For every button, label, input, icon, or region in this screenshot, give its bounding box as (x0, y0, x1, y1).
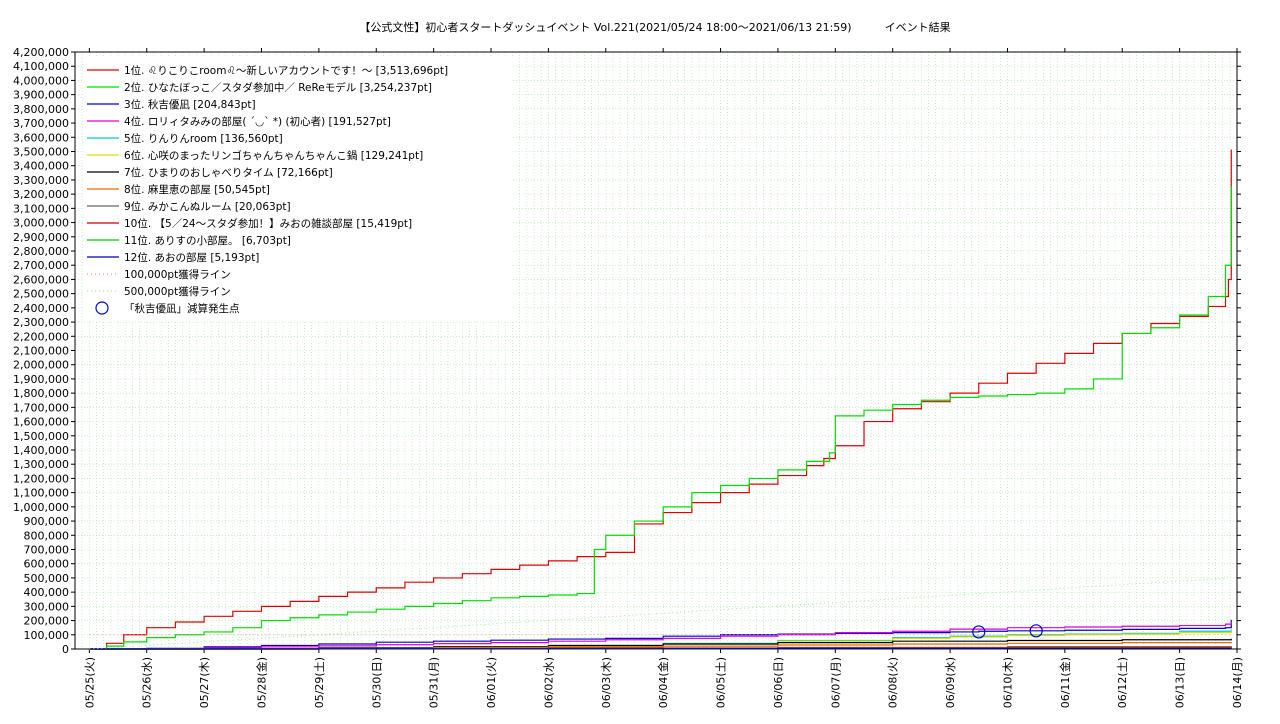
y-tick-label: 900,000 (24, 515, 70, 528)
y-tick-label: 2,300,000 (13, 316, 69, 329)
y-tick-label: 3,700,000 (13, 117, 69, 130)
series-line-2 (89, 186, 1232, 650)
y-tick-label: 4,200,000 (13, 46, 69, 59)
x-tick-label: 05/25(火) (83, 657, 96, 708)
legend-label: 12位. あおの部屋 [5,193pt] (124, 251, 259, 264)
y-tick-label: 3,300,000 (13, 174, 69, 187)
y-tick-label: 800,000 (24, 529, 70, 542)
y-tick-label: 1,900,000 (13, 373, 69, 386)
x-tick-label: 05/26(水) (141, 657, 154, 708)
x-tick-label: 06/10(木) (1001, 657, 1014, 708)
y-tick-label: 1,800,000 (13, 387, 69, 400)
series-line-4 (89, 621, 1232, 650)
y-tick-label: 600,000 (24, 558, 70, 571)
y-tick-label: 3,400,000 (13, 160, 69, 173)
x-tick-label: 05/28(金) (254, 657, 268, 708)
y-tick-label: 2,000,000 (13, 359, 69, 372)
y-tick-label: 2,600,000 (13, 273, 69, 286)
y-tick-label: 1,000,000 (13, 501, 69, 514)
legend-label: 「秋吉優凪」減算発生点 (124, 302, 240, 315)
legend-label: 1位. ♌りこりこroom♌〜新しいアカウントです！〜 [3,513,696pt… (124, 64, 448, 77)
legend-label: 4位. ロリィタみみの部屋( ´◡` *) (初心者) [191,527pt] (124, 115, 391, 128)
y-tick-label: 500,000 (24, 572, 70, 585)
y-tick-label: 2,800,000 (13, 245, 69, 258)
x-tick-label: 06/14(月) (1231, 657, 1244, 708)
legend-label: 9位. みかこんぬルーム [20,063pt] (124, 200, 291, 213)
x-tick-label: 06/02(水) (542, 657, 555, 708)
legend-box (83, 58, 513, 321)
y-tick-label: 1,700,000 (13, 401, 69, 414)
legend-label: 7位. ひまりのおしゃべりタイム [72,166pt] (124, 166, 333, 179)
x-tick-label: 06/05(土) (715, 657, 728, 708)
y-tick-label: 200,000 (24, 615, 70, 628)
x-tick-label: 06/03(木) (600, 657, 613, 708)
y-tick-label: 3,600,000 (13, 131, 69, 144)
y-tick-label: 2,900,000 (13, 231, 69, 244)
y-tick-label: 2,200,000 (13, 330, 69, 343)
y-tick-label: 0 (62, 643, 69, 656)
x-tick-label: 05/27(木) (198, 657, 211, 708)
y-tick-label: 1,200,000 (13, 472, 69, 485)
legend-label: 500,000pt獲得ライン (124, 285, 231, 298)
y-tick-label: 3,800,000 (13, 103, 69, 116)
x-tick-label: 06/04(金) (656, 657, 670, 708)
y-tick-label: 3,000,000 (13, 217, 69, 230)
legend-label: 5位. りんりんroom [136,560pt] (124, 132, 283, 145)
legend-label: 10位. 【5／24〜スタダ参加！】みおの雑談部屋 [15,419pt] (124, 217, 412, 230)
y-tick-label: 1,300,000 (13, 458, 69, 471)
x-tick-label: 06/09(水) (944, 657, 957, 708)
chart-title: 【公式文性】初心者スタートダッシュイベント Vol.221(2021/05/24… (359, 20, 950, 34)
series-line-3 (89, 619, 1232, 650)
x-tick-label: 06/06(日) (772, 657, 785, 708)
x-tick-label: 05/31(月) (428, 657, 441, 708)
y-tick-label: 3,900,000 (13, 89, 69, 102)
adjustment-marker (972, 625, 986, 639)
legend-label: 6位. 心咲のまったリンゴちゃんちゃんちゃんこ鍋 [129,241pt] (124, 149, 423, 162)
y-tick-label: 1,400,000 (13, 444, 69, 457)
adjustment-marker (1029, 624, 1043, 638)
y-tick-label: 2,500,000 (13, 288, 69, 301)
x-tick-label: 06/11(金) (1058, 657, 1072, 708)
y-tick-label: 2,100,000 (13, 345, 69, 358)
y-tick-label: 3,500,000 (13, 146, 69, 159)
x-tick-label: 06/07(月) (829, 657, 842, 708)
legend-marker (95, 301, 109, 315)
x-tick-label: 06/01(火) (485, 657, 498, 708)
y-tick-label: 2,400,000 (13, 302, 69, 315)
y-tick-label: 3,200,000 (13, 188, 69, 201)
y-tick-label: 4,100,000 (13, 60, 69, 73)
x-tick-label: 06/12(土) (1116, 657, 1129, 708)
legend-label: 3位. 秋吉優凪 [204,843pt] (124, 98, 256, 111)
y-tick-label: 400,000 (24, 586, 70, 599)
y-tick-label: 1,500,000 (13, 430, 69, 443)
x-tick-label: 06/13(日) (1174, 657, 1187, 708)
legend-label: 2位. ひなたぼっこ／スタダ参加中／ ReReモデル [3,254,237pt] (124, 81, 432, 94)
x-tick-label: 06/08(火) (887, 657, 900, 708)
legend-label: 100,000pt獲得ライン (124, 268, 231, 281)
series-line-14 (89, 577, 1232, 650)
y-tick-label: 4,000,000 (13, 74, 69, 87)
y-tick-label: 3,100,000 (13, 202, 69, 215)
legend-label: 11位. ありすの小部屋。 [6,703pt] (124, 234, 291, 247)
y-tick-label: 100,000 (24, 629, 70, 642)
y-tick-label: 1,100,000 (13, 487, 69, 500)
x-tick-label: 05/29(土) (313, 657, 326, 708)
x-tick-label: 05/30(日) (370, 657, 383, 708)
y-tick-label: 300,000 (24, 600, 70, 613)
y-tick-label: 1,600,000 (13, 416, 69, 429)
y-tick-label: 700,000 (24, 544, 70, 557)
series-line-12 (89, 647, 1232, 650)
y-tick-label: 2,700,000 (13, 259, 69, 272)
legend-label: 8位. 麻里恵の部屋 [50,545pt] (124, 183, 270, 196)
